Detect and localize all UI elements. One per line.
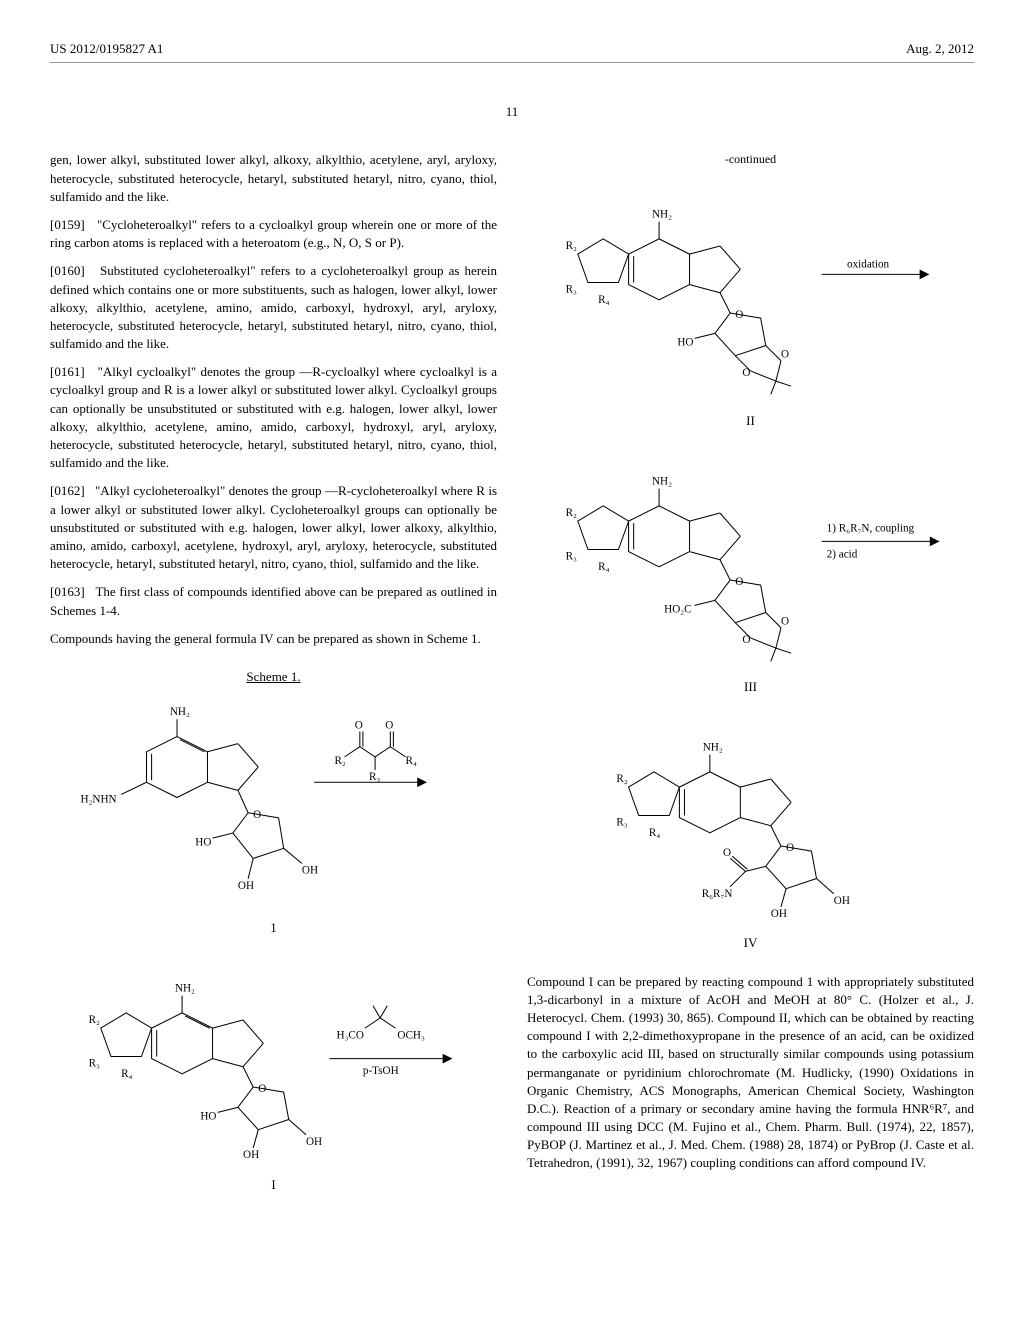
left-column: gen, lower alkyl, substituted lower alky… [50, 151, 497, 1213]
coupling-step1: 1) R₆R₇N, coupling [827, 522, 915, 534]
label-r2: R₂ [89, 1014, 100, 1026]
page-number: 11 [50, 103, 974, 121]
continued-label: -continued [527, 151, 974, 168]
label: R₂ [566, 507, 577, 519]
para-0163: [0163] The first class of compounds iden… [50, 583, 497, 619]
label: R₆R₇N [702, 888, 733, 900]
para-intro: gen, lower alkyl, substituted lower alky… [50, 151, 497, 206]
compound-IV: NH₂ R₂ R₃ R₄ O O R₆R₇N OH OH [527, 716, 974, 919]
label: R₂ [566, 240, 577, 252]
para-num: [0159] [50, 217, 85, 232]
oxidation-label: oxidation [847, 258, 890, 270]
para-num: [0162] [50, 483, 85, 498]
label-r4: R₄ [121, 1068, 132, 1080]
label-oh: OH [306, 1136, 322, 1148]
label: NH₂ [652, 475, 672, 487]
compound-I: NH₂ R₂ R₃ R₄ HO OH OH O [50, 957, 497, 1160]
para-text: "Alkyl cycloheteroalkyl" denotes the gro… [50, 483, 497, 571]
label: HO [677, 337, 693, 349]
para-synthesis: Compound I can be prepared by reacting c… [527, 973, 974, 1173]
compound-1-svg: NH₂ H₂NHN HO OH OH O [50, 701, 497, 904]
label-h3co: H₃CO [336, 1030, 363, 1042]
coupling-step2: 2) acid [827, 548, 858, 560]
label: O [723, 847, 731, 859]
para-text: "Cycloheteroalkyl" refers to a cycloalky… [50, 217, 497, 250]
compound-III: NH₂ R₂ R₃ R₄ HO₂C O O O 1) R₆R₇N, coupli… [527, 450, 974, 663]
label: O [735, 576, 743, 588]
label-nh2: NH₂ [175, 983, 195, 995]
label-nh2: NH₂ [170, 706, 190, 718]
label-r3: R₃ [369, 771, 380, 783]
right-column: -continued [527, 151, 974, 1213]
label: R₄ [598, 294, 609, 306]
label: R₂ [616, 773, 627, 785]
label: NH₂ [652, 209, 672, 221]
label: O [742, 367, 750, 379]
para-0162: [0162] "Alkyl cycloheteroalkyl" denotes … [50, 482, 497, 573]
compound-III-svg: NH₂ R₂ R₃ R₄ HO₂C O O O 1) R₆R₇N, coupli… [527, 450, 974, 663]
label-o: O [258, 1084, 266, 1096]
label: O [781, 349, 789, 361]
compound-III-label: III [527, 678, 974, 696]
label-r2: R₂ [334, 755, 345, 767]
label: R₃ [566, 284, 577, 296]
label-o2: O [385, 719, 393, 731]
para-text: The first class of compounds identified … [50, 584, 497, 617]
compound-I-svg: NH₂ R₂ R₃ R₄ HO OH OH O [50, 957, 497, 1160]
label: O [781, 615, 789, 627]
scheme-title: Scheme 1. [50, 668, 497, 686]
label-oh: OH [302, 865, 318, 877]
label-ho: HO [200, 1111, 216, 1123]
compound-1-label: 1 [50, 919, 497, 937]
label: OH [771, 908, 787, 919]
label-ptsoh: p-TsOH [363, 1065, 399, 1077]
label-o1: O [355, 719, 363, 731]
compound-II-label: II [527, 412, 974, 430]
label-ho: HO [195, 836, 211, 848]
label-oh2: OH [238, 880, 254, 892]
label-r4: R₄ [406, 755, 417, 767]
label: NH₂ [703, 742, 723, 754]
compound-IV-svg: NH₂ R₂ R₃ R₄ O O R₆R₇N OH OH [527, 716, 974, 919]
label-o: O [253, 809, 261, 821]
label: OH [834, 895, 850, 907]
label-r3: R₃ [89, 1058, 100, 1070]
label-och3: OCH₃ [397, 1030, 425, 1042]
compound-IV-label: IV [527, 934, 974, 952]
label: R₃ [566, 550, 577, 562]
para-0159: [0159] "Cycloheteroalkyl" refers to a cy… [50, 216, 497, 252]
para-compounds: Compounds having the general formula IV … [50, 630, 497, 648]
label: R₄ [598, 561, 609, 573]
para-0161: [0161] "Alkyl cycloalkyl" denotes the gr… [50, 363, 497, 472]
compound-II: NH₂ R₂ R₃ R₄ HO O O O oxidation [527, 183, 974, 396]
content-columns: gen, lower alkyl, substituted lower alky… [50, 151, 974, 1213]
label: O [735, 309, 743, 321]
para-num: [0160] [50, 263, 85, 278]
para-text: "Alkyl cycloalkyl" denotes the group —R-… [50, 364, 497, 470]
para-text: Substituted cycloheteroalkyl" refers to … [50, 263, 497, 351]
label: R₄ [649, 827, 660, 839]
publication-number: US 2012/0195827 A1 [50, 40, 163, 58]
label: R₃ [616, 817, 627, 829]
compound-1: NH₂ H₂NHN HO OH OH O [50, 701, 497, 904]
page-header: US 2012/0195827 A1 Aug. 2, 2012 [50, 40, 974, 63]
label-h2nhn: H₂NHN [80, 794, 116, 806]
label-oh2: OH [243, 1150, 259, 1161]
label: O [742, 634, 750, 646]
compound-I-label: I [50, 1176, 497, 1194]
para-0160: [0160] Substituted cycloheteroalkyl" ref… [50, 262, 497, 353]
label: HO₂C [664, 603, 691, 615]
para-num: [0163] [50, 584, 85, 599]
compound-II-svg: NH₂ R₂ R₃ R₄ HO O O O oxidation [527, 183, 974, 396]
label: O [786, 842, 794, 854]
publication-date: Aug. 2, 2012 [906, 40, 974, 58]
para-num: [0161] [50, 364, 85, 379]
